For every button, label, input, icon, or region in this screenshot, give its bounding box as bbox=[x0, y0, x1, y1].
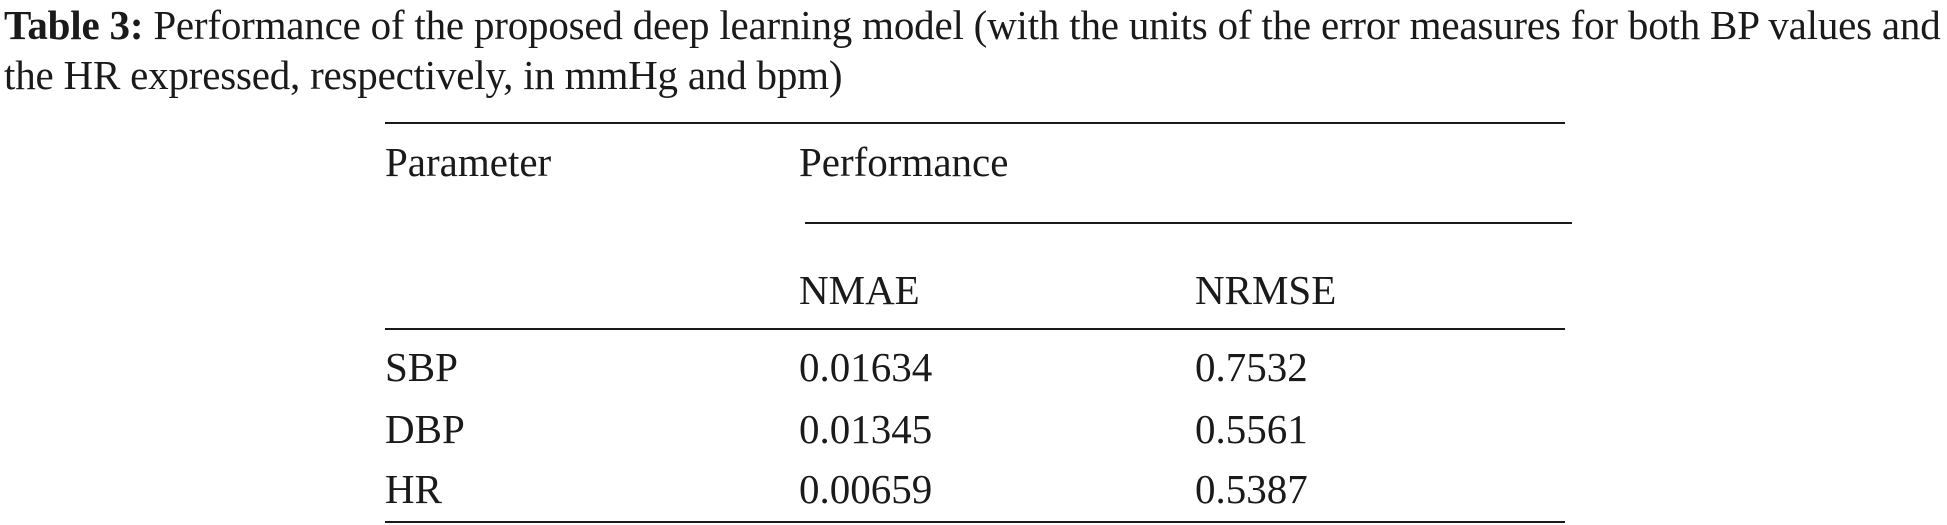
caption-text: Performance of the proposed deep learnin… bbox=[4, 2, 1941, 98]
row-hr-nmae: 0.00659 bbox=[799, 466, 933, 512]
table-bottom-rule bbox=[385, 521, 1565, 523]
row-hr-nrmse: 0.5387 bbox=[1195, 466, 1308, 512]
row-dbp-parameter: DBP bbox=[385, 406, 465, 452]
header-performance: Performance bbox=[799, 139, 1009, 185]
row-dbp-nmae: 0.01345 bbox=[799, 406, 933, 452]
row-sbp-parameter: SBP bbox=[385, 344, 458, 390]
header-nmae: NMAE bbox=[799, 267, 920, 313]
table-caption: Table 3: Performance of the proposed dee… bbox=[4, 0, 1944, 100]
row-dbp-nrmse: 0.5561 bbox=[1195, 406, 1308, 452]
header-bottom-rule bbox=[385, 328, 1565, 330]
row-sbp-nrmse: 0.7532 bbox=[1195, 344, 1308, 390]
header-parameter: Parameter bbox=[385, 139, 552, 185]
row-sbp-nmae: 0.01634 bbox=[799, 344, 933, 390]
header-nrmse: NRMSE bbox=[1195, 267, 1337, 313]
caption-label: Table 3: bbox=[4, 2, 144, 48]
performance-group-rule bbox=[805, 222, 1572, 224]
table-top-rule bbox=[385, 122, 1565, 124]
row-hr-parameter: HR bbox=[385, 466, 442, 512]
